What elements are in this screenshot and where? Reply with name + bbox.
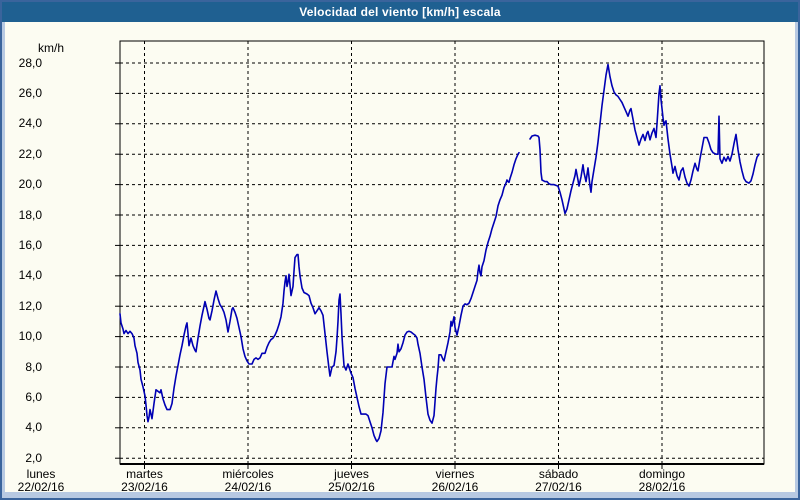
x-date-label: 26/02/16: [431, 480, 479, 494]
x-day-label: domingo: [638, 467, 686, 481]
panel-title: Velocidad del viento [km/h] escala: [299, 5, 501, 19]
y-tick-label: 2,0: [25, 450, 42, 465]
x-day-label: jueves: [334, 467, 369, 481]
x-day-label: lunes: [26, 467, 56, 481]
y-tick-label: 28,0: [18, 55, 42, 70]
panel-titlebar: Velocidad del viento [km/h] escala: [2, 2, 798, 22]
y-tick-label: 4,0: [25, 420, 42, 435]
y-tick-label: 22,0: [18, 146, 42, 161]
x-day-label: miércoles: [222, 467, 274, 481]
y-tick-label: 18,0: [18, 207, 42, 222]
y-tick-label: 16,0: [18, 237, 42, 252]
y-tick-label: 12,0: [18, 298, 42, 313]
y-tick-label: 8,0: [25, 359, 42, 374]
y-tick-label: 24,0: [18, 116, 42, 131]
x-date-label: 22/02/16: [17, 480, 65, 494]
y-tick-label: 26,0: [18, 85, 42, 100]
x-date-label: 24/02/16: [224, 480, 272, 494]
x-date-label: 23/02/16: [121, 480, 168, 494]
y-tick-label: 14,0: [18, 268, 42, 283]
x-date-label: 27/02/16: [535, 480, 582, 494]
chart-area: [5, 22, 795, 492]
x-day-label: viernes: [435, 467, 475, 481]
x-date-label: 28/02/16: [638, 480, 686, 494]
y-tick-label: 20,0: [18, 177, 42, 192]
x-day-label: martes: [126, 467, 163, 481]
x-date-label: 25/02/16: [328, 480, 375, 494]
x-day-label: sábado: [538, 467, 579, 481]
y-tick-label: 10,0: [18, 329, 42, 344]
y-tick-label: 6,0: [25, 389, 42, 404]
y-axis-unit-label: km/h: [38, 41, 65, 55]
